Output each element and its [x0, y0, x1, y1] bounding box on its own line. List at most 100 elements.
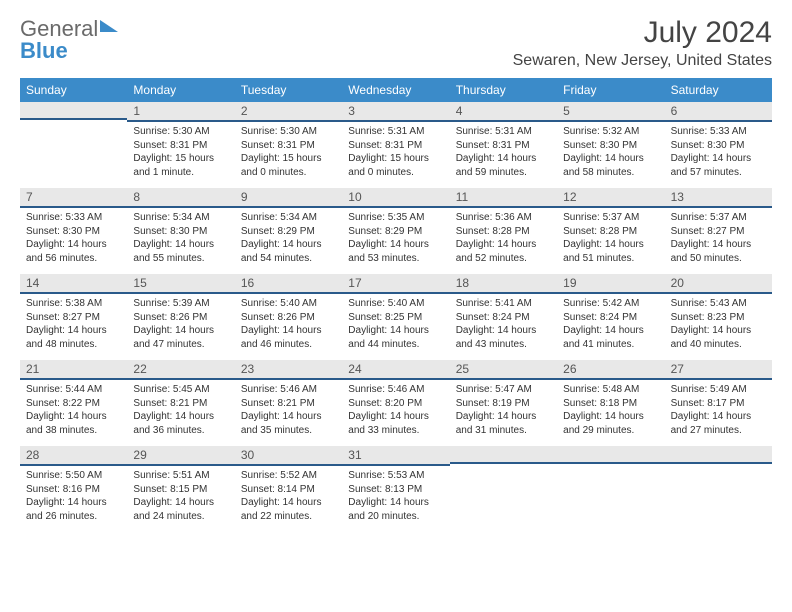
sunset-text: Sunset: 8:18 PM: [563, 397, 658, 411]
daylight-text: Daylight: 14 hours and 29 minutes.: [563, 410, 658, 437]
daylight-text: Daylight: 14 hours and 56 minutes.: [26, 238, 121, 265]
sunset-text: Sunset: 8:21 PM: [241, 397, 336, 411]
day-cell: 10Sunrise: 5:35 AMSunset: 8:29 PMDayligh…: [342, 188, 449, 274]
logo-line2: Blue: [20, 38, 68, 64]
day-number: 17: [342, 274, 449, 294]
sunrise-text: Sunrise: 5:52 AM: [241, 469, 336, 483]
sunrise-text: Sunrise: 5:49 AM: [671, 383, 766, 397]
logo-triangle-icon: [100, 20, 118, 32]
day-cell: 28Sunrise: 5:50 AMSunset: 8:16 PMDayligh…: [20, 446, 127, 532]
day-content: Sunrise: 5:46 AMSunset: 8:20 PMDaylight:…: [342, 380, 449, 440]
day-number: 10: [342, 188, 449, 208]
sunset-text: Sunset: 8:15 PM: [133, 483, 228, 497]
sunset-text: Sunset: 8:29 PM: [348, 225, 443, 239]
day-content: Sunrise: 5:33 AMSunset: 8:30 PMDaylight:…: [20, 208, 127, 268]
day-cell: 13Sunrise: 5:37 AMSunset: 8:27 PMDayligh…: [665, 188, 772, 274]
day-number: 2: [235, 102, 342, 122]
sunset-text: Sunset: 8:30 PM: [133, 225, 228, 239]
daylight-text: Daylight: 14 hours and 33 minutes.: [348, 410, 443, 437]
day-cell: 25Sunrise: 5:47 AMSunset: 8:19 PMDayligh…: [450, 360, 557, 446]
day-cell: [450, 446, 557, 532]
day-cell: 7Sunrise: 5:33 AMSunset: 8:30 PMDaylight…: [20, 188, 127, 274]
sunrise-text: Sunrise: 5:30 AM: [133, 125, 228, 139]
sunrise-text: Sunrise: 5:41 AM: [456, 297, 551, 311]
day-content: Sunrise: 5:44 AMSunset: 8:22 PMDaylight:…: [20, 380, 127, 440]
sunrise-text: Sunrise: 5:46 AM: [241, 383, 336, 397]
day-number: 12: [557, 188, 664, 208]
day-number: 26: [557, 360, 664, 380]
day-number: 31: [342, 446, 449, 466]
sunset-text: Sunset: 8:25 PM: [348, 311, 443, 325]
sunset-text: Sunset: 8:27 PM: [671, 225, 766, 239]
day-number: 28: [20, 446, 127, 466]
sunrise-text: Sunrise: 5:34 AM: [241, 211, 336, 225]
day-cell: 17Sunrise: 5:40 AMSunset: 8:25 PMDayligh…: [342, 274, 449, 360]
logo-text-blue: Blue: [20, 38, 68, 63]
day-cell: [665, 446, 772, 532]
day-cell: 9Sunrise: 5:34 AMSunset: 8:29 PMDaylight…: [235, 188, 342, 274]
daylight-text: Daylight: 14 hours and 51 minutes.: [563, 238, 658, 265]
location-text: Sewaren, New Jersey, United States: [513, 52, 772, 70]
day-content: Sunrise: 5:32 AMSunset: 8:30 PMDaylight:…: [557, 122, 664, 182]
day-number: 25: [450, 360, 557, 380]
month-title: July 2024: [513, 16, 772, 50]
daylight-text: Daylight: 14 hours and 57 minutes.: [671, 152, 766, 179]
day-content: Sunrise: 5:40 AMSunset: 8:26 PMDaylight:…: [235, 294, 342, 354]
week-row: 28Sunrise: 5:50 AMSunset: 8:16 PMDayligh…: [20, 446, 772, 532]
day-content: Sunrise: 5:37 AMSunset: 8:28 PMDaylight:…: [557, 208, 664, 268]
day-cell: [557, 446, 664, 532]
day-number: 19: [557, 274, 664, 294]
empty-day-number: [450, 446, 557, 464]
day-number: 21: [20, 360, 127, 380]
week-row: 1Sunrise: 5:30 AMSunset: 8:31 PMDaylight…: [20, 102, 772, 188]
sunrise-text: Sunrise: 5:31 AM: [348, 125, 443, 139]
sunset-text: Sunset: 8:29 PM: [241, 225, 336, 239]
day-cell: 31Sunrise: 5:53 AMSunset: 8:13 PMDayligh…: [342, 446, 449, 532]
daylight-text: Daylight: 14 hours and 44 minutes.: [348, 324, 443, 351]
day-number: 3: [342, 102, 449, 122]
sunset-text: Sunset: 8:31 PM: [348, 139, 443, 153]
daylight-text: Daylight: 14 hours and 31 minutes.: [456, 410, 551, 437]
sunset-text: Sunset: 8:24 PM: [456, 311, 551, 325]
day-cell: 12Sunrise: 5:37 AMSunset: 8:28 PMDayligh…: [557, 188, 664, 274]
week-row: 7Sunrise: 5:33 AMSunset: 8:30 PMDaylight…: [20, 188, 772, 274]
day-content: Sunrise: 5:40 AMSunset: 8:25 PMDaylight:…: [342, 294, 449, 354]
daylight-text: Daylight: 14 hours and 22 minutes.: [241, 496, 336, 523]
sunrise-text: Sunrise: 5:39 AM: [133, 297, 228, 311]
day-cell: 2Sunrise: 5:30 AMSunset: 8:31 PMDaylight…: [235, 102, 342, 188]
day-cell: 8Sunrise: 5:34 AMSunset: 8:30 PMDaylight…: [127, 188, 234, 274]
header: General July 2024 Sewaren, New Jersey, U…: [20, 16, 772, 70]
week-row: 21Sunrise: 5:44 AMSunset: 8:22 PMDayligh…: [20, 360, 772, 446]
day-content: Sunrise: 5:35 AMSunset: 8:29 PMDaylight:…: [342, 208, 449, 268]
daylight-text: Daylight: 14 hours and 26 minutes.: [26, 496, 121, 523]
daylight-text: Daylight: 14 hours and 47 minutes.: [133, 324, 228, 351]
day-number: 5: [557, 102, 664, 122]
daylight-text: Daylight: 15 hours and 0 minutes.: [241, 152, 336, 179]
sunset-text: Sunset: 8:30 PM: [563, 139, 658, 153]
sunrise-text: Sunrise: 5:31 AM: [456, 125, 551, 139]
daylight-text: Daylight: 14 hours and 46 minutes.: [241, 324, 336, 351]
sunset-text: Sunset: 8:16 PM: [26, 483, 121, 497]
sunset-text: Sunset: 8:13 PM: [348, 483, 443, 497]
daylight-text: Daylight: 14 hours and 20 minutes.: [348, 496, 443, 523]
sunrise-text: Sunrise: 5:45 AM: [133, 383, 228, 397]
day-number: 20: [665, 274, 772, 294]
day-header-tuesday: Tuesday: [235, 78, 342, 102]
daylight-text: Daylight: 15 hours and 1 minute.: [133, 152, 228, 179]
day-number: 14: [20, 274, 127, 294]
day-number: 24: [342, 360, 449, 380]
day-content: Sunrise: 5:37 AMSunset: 8:27 PMDaylight:…: [665, 208, 772, 268]
sunset-text: Sunset: 8:28 PM: [563, 225, 658, 239]
day-content: Sunrise: 5:50 AMSunset: 8:16 PMDaylight:…: [20, 466, 127, 526]
day-number: 13: [665, 188, 772, 208]
day-content: Sunrise: 5:49 AMSunset: 8:17 PMDaylight:…: [665, 380, 772, 440]
empty-day-number: [665, 446, 772, 464]
empty-day-number: [20, 102, 127, 120]
day-content: Sunrise: 5:47 AMSunset: 8:19 PMDaylight:…: [450, 380, 557, 440]
sunset-text: Sunset: 8:24 PM: [563, 311, 658, 325]
day-cell: 5Sunrise: 5:32 AMSunset: 8:30 PMDaylight…: [557, 102, 664, 188]
sunrise-text: Sunrise: 5:40 AM: [348, 297, 443, 311]
daylight-text: Daylight: 14 hours and 54 minutes.: [241, 238, 336, 265]
day-header-friday: Friday: [557, 78, 664, 102]
day-content: Sunrise: 5:31 AMSunset: 8:31 PMDaylight:…: [450, 122, 557, 182]
